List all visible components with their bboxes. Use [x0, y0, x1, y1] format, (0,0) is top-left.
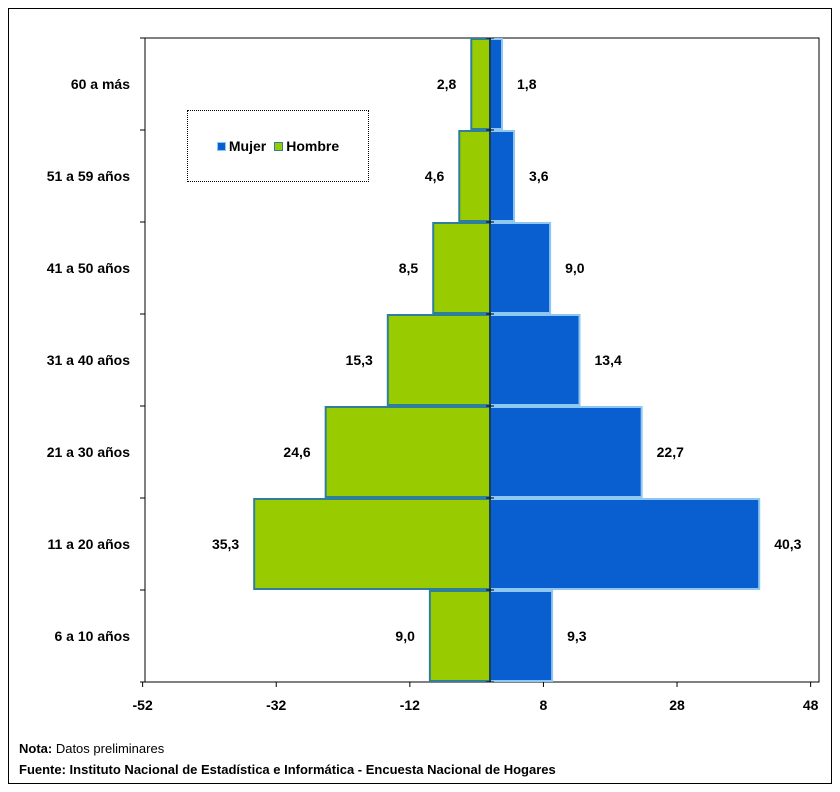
x-tick-label: -52 — [133, 697, 153, 713]
data-label-mujer: 40,3 — [774, 536, 801, 552]
legend-label-hombre: Hombre — [286, 138, 340, 154]
category-label: 51 a 59 años — [47, 168, 130, 184]
x-tick-label: -32 — [266, 697, 286, 713]
data-label-hombre: 4,6 — [425, 168, 445, 184]
legend-item-mujer: Mujer — [216, 138, 267, 154]
bar-hombre — [470, 38, 491, 130]
category-label: 41 a 50 años — [47, 260, 130, 276]
data-label-hombre: 9,0 — [395, 628, 415, 644]
x-tick-label: 8 — [540, 697, 548, 713]
legend-swatch-hombre — [274, 141, 284, 151]
axis-layer: 6 a 10 años 11 a 20 años 21 a 30 años 31 a … — [47, 37, 819, 713]
category-label: 21 a 30 años — [47, 444, 130, 460]
note-text: Datos preliminares — [52, 741, 165, 756]
data-label-hombre: 24,6 — [283, 444, 310, 460]
data-label-mujer: 9,0 — [565, 260, 585, 276]
data-label-hombre: 15,3 — [346, 352, 373, 368]
data-label-hombre: 35,3 — [212, 536, 239, 552]
x-tick-label: 48 — [803, 697, 819, 713]
category-label: 6 a 10 años — [55, 628, 131, 644]
bar-mujer — [489, 130, 516, 222]
legend-swatch-mujer — [216, 141, 226, 151]
bar-hombre — [324, 406, 491, 498]
x-tick-label: 28 — [669, 697, 685, 713]
bar-hombre — [253, 498, 491, 590]
bars-layer — [253, 38, 761, 682]
data-label-hombre: 2,8 — [437, 76, 457, 92]
bar-hombre — [428, 590, 492, 682]
data-label-mujer: 22,7 — [657, 444, 684, 460]
data-label-mujer: 13,4 — [595, 352, 622, 368]
bar-mujer — [489, 498, 761, 590]
bar-hombre — [458, 130, 492, 222]
data-label-mujer: 9,3 — [567, 628, 587, 644]
bar-hombre — [432, 222, 491, 314]
source-line: Fuente: Instituto Nacional de Estadístic… — [19, 762, 556, 777]
legend-label-mujer: Mujer — [228, 138, 267, 154]
category-label: 31 a 40 años — [47, 352, 130, 368]
legend-item-hombre: Hombre — [274, 138, 339, 154]
bar-mujer — [489, 38, 504, 130]
data-label-hombre: 8,5 — [399, 260, 419, 276]
category-label: 60 a más — [71, 76, 130, 92]
bar-hombre — [386, 314, 491, 406]
bar-mujer — [489, 222, 552, 314]
data-label-mujer: 1,8 — [517, 76, 537, 92]
data-label-mujer: 3,6 — [529, 168, 549, 184]
note-label: Nota: — [19, 741, 53, 756]
x-tick-label: -12 — [400, 697, 420, 713]
note-line: Nota: Datos preliminares — [19, 738, 556, 759]
legend: Mujer Hombre — [187, 110, 369, 182]
labels-layer: 9,3 9,0 40,3 35,3 22,7 24,6 13,4 15,3 9,0 8,5 3,6 4… — [212, 76, 802, 644]
bar-mujer — [489, 314, 581, 406]
bar-mujer — [489, 590, 554, 682]
bar-mujer — [489, 406, 643, 498]
category-label: 11 a 20 años — [47, 536, 130, 552]
footer: Nota: Datos preliminares Fuente: Institu… — [19, 738, 556, 780]
